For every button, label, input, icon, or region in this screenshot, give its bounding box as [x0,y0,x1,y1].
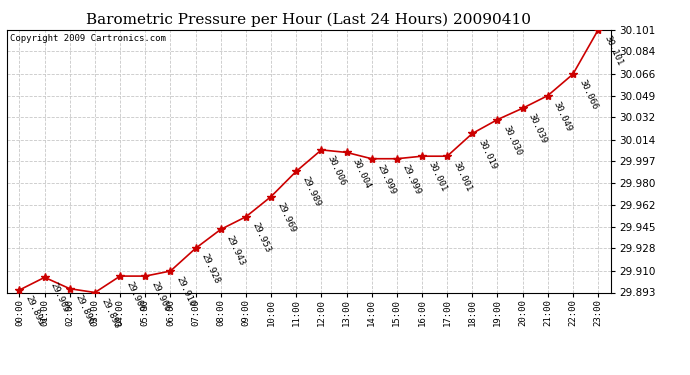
Text: 30.001: 30.001 [426,160,448,194]
Text: 30.049: 30.049 [552,100,573,133]
Text: 29.969: 29.969 [275,201,297,234]
Text: 29.895: 29.895 [23,294,46,327]
Text: 29.906: 29.906 [124,280,146,313]
Text: 29.999: 29.999 [401,163,423,196]
Text: 30.004: 30.004 [351,157,373,190]
Text: 30.066: 30.066 [577,78,599,111]
Text: 29.905: 29.905 [49,282,70,315]
Text: 29.953: 29.953 [250,221,272,254]
Text: 29.893: 29.893 [99,297,121,330]
Text: 30.001: 30.001 [451,160,473,194]
Text: 29.906: 29.906 [150,280,171,313]
Text: 29.910: 29.910 [175,275,197,308]
Text: 29.928: 29.928 [199,252,221,285]
Text: 29.999: 29.999 [376,163,397,196]
Text: 30.039: 30.039 [526,112,549,146]
Text: 30.030: 30.030 [502,124,524,157]
Text: Copyright 2009 Cartronics.com: Copyright 2009 Cartronics.com [10,34,166,43]
Text: 29.989: 29.989 [300,176,322,208]
Text: 29.896: 29.896 [74,293,96,326]
Text: 30.019: 30.019 [477,138,498,171]
Text: 30.006: 30.006 [326,154,347,187]
Text: 29.943: 29.943 [225,234,247,267]
Text: 30.101: 30.101 [602,34,624,67]
Title: Barometric Pressure per Hour (Last 24 Hours) 20090410: Barometric Pressure per Hour (Last 24 Ho… [86,13,531,27]
